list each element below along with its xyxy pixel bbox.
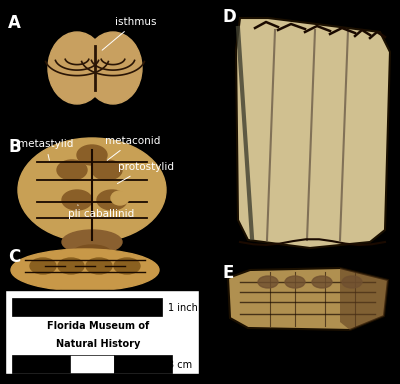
Text: metastylid: metastylid — [18, 139, 73, 160]
Ellipse shape — [62, 230, 122, 254]
Ellipse shape — [97, 190, 127, 210]
Bar — [5, 290, 199, 374]
Ellipse shape — [312, 276, 332, 288]
Text: B: B — [8, 138, 21, 156]
Text: D: D — [222, 8, 236, 26]
Text: 3 cm: 3 cm — [168, 360, 192, 370]
Ellipse shape — [72, 245, 112, 263]
Ellipse shape — [86, 258, 112, 274]
Ellipse shape — [285, 276, 305, 288]
Text: pli caballinid: pli caballinid — [68, 205, 134, 219]
Text: protostylid: protostylid — [118, 162, 174, 184]
Polygon shape — [340, 268, 388, 330]
Text: C: C — [8, 248, 20, 266]
Text: 1 inch: 1 inch — [168, 303, 198, 313]
Text: isthmus: isthmus — [102, 17, 156, 50]
Ellipse shape — [58, 258, 84, 274]
Ellipse shape — [11, 249, 159, 291]
Ellipse shape — [342, 276, 362, 288]
Ellipse shape — [77, 145, 107, 165]
Bar — [70, 355, 114, 373]
Polygon shape — [228, 268, 388, 330]
Bar — [12, 355, 70, 373]
Polygon shape — [236, 18, 390, 248]
Ellipse shape — [62, 190, 92, 210]
Bar — [114, 355, 172, 373]
Ellipse shape — [111, 191, 129, 205]
Text: A: A — [8, 14, 21, 32]
Bar — [12, 298, 162, 316]
Ellipse shape — [18, 138, 166, 242]
Ellipse shape — [84, 32, 142, 104]
Ellipse shape — [48, 32, 106, 104]
Ellipse shape — [92, 160, 122, 180]
Ellipse shape — [57, 160, 87, 180]
Ellipse shape — [114, 258, 140, 274]
Text: E: E — [222, 264, 233, 282]
Text: metaconid: metaconid — [105, 136, 160, 161]
Ellipse shape — [258, 276, 278, 288]
Text: Florida Museum of: Florida Museum of — [47, 321, 149, 331]
Ellipse shape — [30, 258, 56, 274]
Text: Natural History: Natural History — [56, 339, 140, 349]
